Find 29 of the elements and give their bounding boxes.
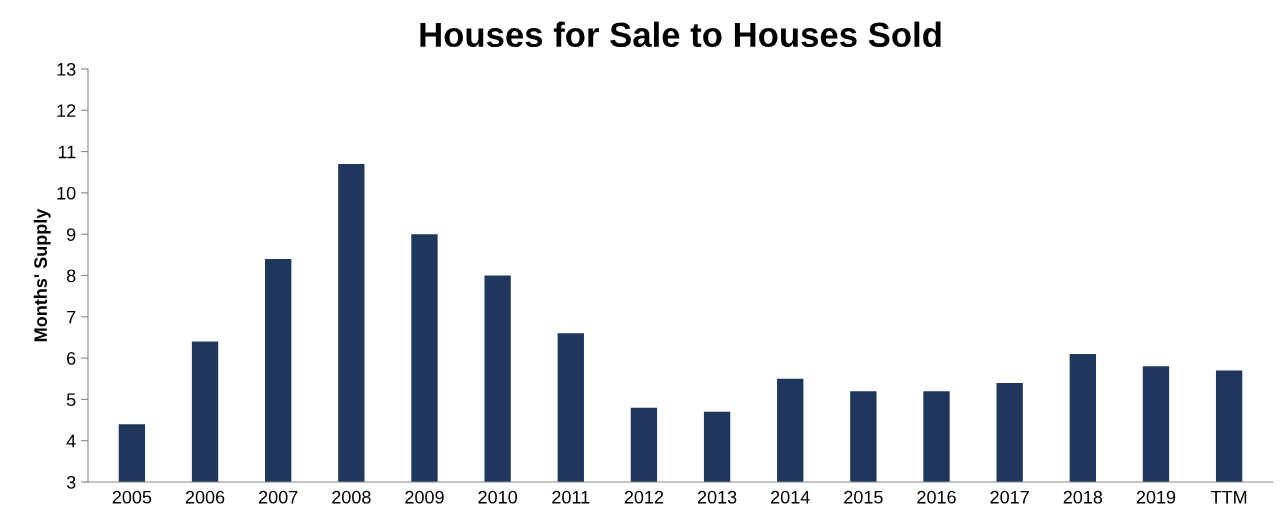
x-tick-label: 2019 [1136,490,1176,504]
x-tick-label: 2018 [1063,490,1103,504]
y-tick-label: 7 [67,310,76,324]
y-tick-label: 12 [57,104,76,117]
y-tick-label: 6 [67,352,76,365]
y-tick-label: 13 [57,62,76,76]
x-tick-label: 2006 [185,490,225,504]
x-tick-label: 2011 [552,490,590,504]
y-tick-label: 3 [66,475,76,489]
y-axis-title: Months' Supply [33,208,51,342]
y-tick-label: 10 [57,186,76,200]
x-tick-label: 2015 [844,490,883,504]
y-tick-label: 5 [66,393,76,407]
y-tick-label: 11 [58,145,76,159]
x-tick-label: 2016 [917,490,956,504]
x-tick-label: 2012 [624,490,664,504]
y-tick-label: 4 [66,434,76,448]
x-tick-label: 2007 [259,490,298,504]
x-tick-label: 2009 [405,490,444,504]
chart-title: Houses for Sale to Houses Sold [420,21,941,48]
x-tick-label: 2010 [478,490,518,504]
x-tick-label: 2008 [332,490,371,504]
y-tick-label: 8 [66,269,76,283]
x-tick-label: 2013 [697,490,737,504]
y-tick-label: 9 [67,228,76,241]
x-tick-label: 2017 [990,490,1029,504]
x-tick-label: 2005 [112,490,152,504]
x-tick-label: TTM [1210,491,1247,504]
x-tick-label: 2014 [771,490,810,504]
